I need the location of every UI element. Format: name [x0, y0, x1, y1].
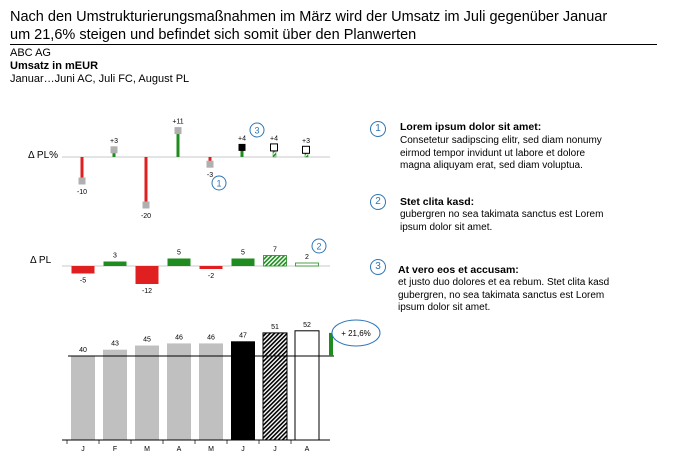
- headline-line-1: Nach den Umstrukturierungsmaßnahmen im M…: [10, 9, 608, 25]
- note-3-line: ipsum dolor sit amet.: [398, 302, 491, 313]
- callout-number: 3: [254, 126, 259, 136]
- x-tick-label: F: [113, 446, 117, 453]
- note-3-body: et justo duo dolores et ea rebum. Stet c…: [398, 277, 648, 315]
- pin-stem: [112, 149, 116, 157]
- revenue-bar: [167, 343, 191, 440]
- x-tick-label: M: [144, 446, 150, 453]
- note-2-body: gubergren no sea takimata sanctus est Lo…: [400, 209, 650, 234]
- x-tick-label: A: [177, 446, 182, 453]
- revenue-bar: [262, 332, 288, 441]
- note-3-line: et justo duo dolores et ea rebum. Stet c…: [398, 277, 610, 288]
- delta-pl-value-label: 3: [113, 253, 117, 260]
- pin-head: [142, 201, 150, 209]
- note-3-line: gubergren, no sea takimata sanctus est L…: [398, 289, 605, 301]
- note-1-number: 1: [370, 121, 386, 137]
- revenue-value-label: 46: [175, 334, 183, 341]
- pin-value-label: +4: [270, 135, 278, 142]
- revenue-bar: [294, 330, 320, 441]
- note-2-number: 2: [370, 194, 386, 210]
- pin-value-label: -20: [141, 213, 151, 220]
- revenue-bar: [231, 341, 255, 440]
- delta-pl-bar: [231, 258, 255, 266]
- callout-circle: [311, 238, 327, 254]
- headline: Nach den Umstrukturierungsmaßnahmen im M…: [10, 8, 660, 44]
- headline-divider: [10, 44, 657, 45]
- revenue-value-label: 51: [271, 324, 279, 331]
- note-2-line: ipsum dolor sit amet.: [400, 221, 493, 233]
- pin-head: [270, 143, 278, 152]
- note-1-body: Consetetur sadipscing elitr, sed diam no…: [400, 135, 650, 173]
- revenue-bar: [135, 345, 159, 440]
- pin-value-label: -10: [77, 189, 87, 196]
- delta-pl-value-label: 5: [241, 250, 245, 257]
- delta-pl-bar: [71, 266, 95, 274]
- period-label: Januar…Juni AC, Juli FC, August PL: [10, 73, 190, 85]
- pin-head: [238, 143, 246, 151]
- pin-stem: [240, 147, 244, 157]
- company-name: ABC AG: [10, 47, 51, 59]
- delta-pl-value-label: -2: [208, 273, 214, 280]
- delta-pl-bar: [167, 258, 191, 266]
- pin-value-label: +3: [302, 138, 310, 145]
- pin-stem: [80, 157, 84, 181]
- growth-callout-label: + 21,6%: [341, 329, 371, 338]
- callout-circle: [249, 122, 265, 138]
- pin-stem: [176, 130, 180, 157]
- revenue-bar: [71, 356, 95, 440]
- delta-pl-bar: [295, 262, 319, 267]
- revenue-value-label: 43: [111, 341, 119, 348]
- delta-pl-value-label: -5: [80, 278, 86, 285]
- delta-pl-bar: [263, 255, 287, 267]
- callout-number: 1: [216, 179, 221, 189]
- pin-stem: [144, 157, 148, 205]
- revenue-bar: [199, 343, 223, 440]
- measure-label: Umsatz in mEUR: [10, 60, 99, 72]
- delta-pl-value-label: 2: [305, 254, 309, 261]
- pin-head: [78, 177, 86, 185]
- revenue-value-label: 47: [239, 332, 247, 339]
- note-3-number: 3: [370, 259, 386, 275]
- revenue-bar: [103, 349, 127, 440]
- revenue-value-label: 45: [143, 337, 151, 344]
- x-tick-label: J: [241, 446, 245, 453]
- x-tick-label: M: [208, 446, 214, 453]
- callout-number: 2: [316, 242, 321, 252]
- note-2-line: gubergren no sea takimata sanctus est Lo…: [400, 209, 604, 220]
- note-3-title: At vero eos et accusam:: [398, 264, 519, 276]
- pin-value-label: -3: [207, 172, 213, 179]
- pin-value-label: +4: [238, 135, 246, 142]
- note-1-line: magna aliquyam erat, sed diam voluptua.: [400, 160, 583, 171]
- pin-head: [206, 160, 214, 168]
- x-tick-label: J: [81, 446, 85, 453]
- delta-pl-value-label: -12: [142, 288, 152, 295]
- delta-pl-bar: [135, 266, 159, 284]
- note-1-line: eirmod tempor invidunt ut labore et dolo…: [400, 147, 586, 159]
- pin-head: [174, 127, 182, 135]
- revenue-value-label: 46: [207, 334, 215, 341]
- note-1-title: Lorem ipsum dolor sit amet:: [400, 121, 542, 133]
- revenue-value-label: 40: [79, 347, 87, 354]
- pin-stem: [208, 157, 212, 165]
- pin-value-label: +11: [172, 119, 183, 126]
- note-2-title: Stet clita kasd:: [400, 196, 475, 208]
- x-tick-label: J: [273, 446, 277, 453]
- revenue-value-label: 52: [303, 322, 311, 329]
- note-1-line: Consetetur sadipscing elitr, sed diam no…: [400, 135, 602, 146]
- delta-pl-bar: [199, 266, 223, 269]
- delta-pl-label: Δ PL: [30, 255, 52, 266]
- x-tick-label: A: [305, 446, 310, 453]
- delta-pl-value-label: 5: [177, 250, 181, 257]
- pin-value-label: +3: [110, 138, 118, 145]
- delta-pl-value-label: 7: [273, 247, 277, 254]
- headline-line-2: um 21,6% steigen und befindet sich somit…: [10, 27, 417, 43]
- growth-callout-ellipse: [331, 319, 381, 347]
- growth-bar: [329, 332, 333, 356]
- callout-circle: [211, 175, 227, 191]
- delta-pl-bar: [103, 261, 127, 266]
- pin-head: [110, 146, 118, 154]
- pin-head: [302, 145, 310, 154]
- delta-pl-pct-label: Δ PL%: [28, 150, 58, 161]
